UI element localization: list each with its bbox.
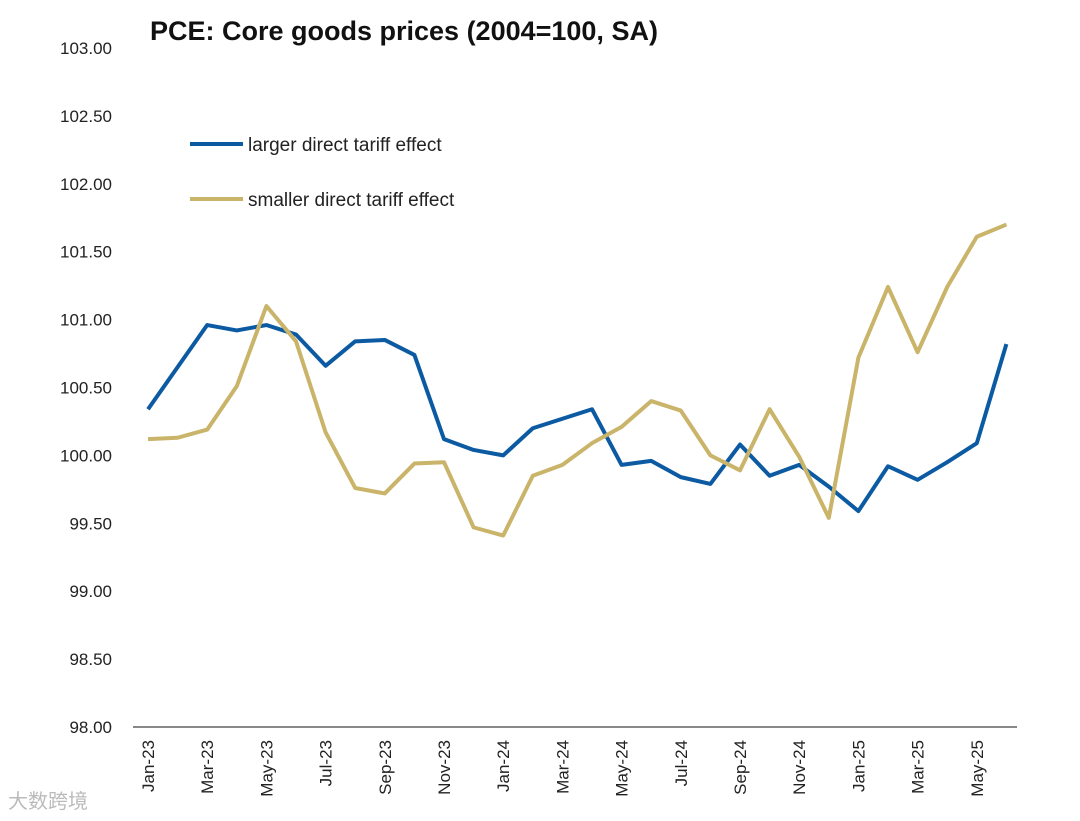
y-tick-label: 103.00 bbox=[60, 39, 112, 58]
watermark: 大数跨境 bbox=[8, 789, 88, 813]
x-tick-label: May-24 bbox=[613, 740, 632, 797]
y-tick-label: 101.00 bbox=[60, 311, 112, 330]
x-tick-label: Mar-23 bbox=[198, 740, 217, 794]
x-tick-label: Nov-23 bbox=[435, 740, 454, 795]
x-tick-label: Jan-25 bbox=[849, 740, 868, 792]
y-tick-label: 100.00 bbox=[60, 446, 112, 465]
series-line-smaller bbox=[147, 222, 1008, 538]
x-axis: Jan-23 Mar-23 May-23 Jul-23 Sep-23 Nov-23 Jan-… bbox=[139, 740, 987, 797]
chart-title: PCE: Core goods prices (2004=100, SA) bbox=[150, 16, 658, 46]
x-tick-label: Sep-24 bbox=[731, 740, 750, 795]
legend: larger direct tariff effect smaller dire… bbox=[112, 110, 502, 225]
y-tick-label: 101.50 bbox=[60, 243, 112, 262]
y-tick-label: 100.50 bbox=[60, 379, 112, 398]
x-tick-label: Jul-23 bbox=[317, 740, 336, 786]
series-lines bbox=[146, 222, 1009, 538]
y-tick-label: 98.00 bbox=[69, 718, 112, 737]
y-tick-label: 102.50 bbox=[60, 107, 112, 126]
x-tick-label: Nov-24 bbox=[790, 740, 809, 795]
legend-label-larger: larger direct tariff effect bbox=[248, 135, 442, 156]
x-tick-label: Mar-25 bbox=[909, 740, 928, 794]
y-tick-label: 99.50 bbox=[69, 514, 112, 533]
x-tick-label: Jul-24 bbox=[672, 740, 691, 786]
legend-label-smaller: smaller direct tariff effect bbox=[248, 190, 455, 211]
y-tick-label: 98.50 bbox=[69, 650, 112, 669]
x-tick-label: Sep-23 bbox=[376, 740, 395, 795]
x-tick-label: May-25 bbox=[968, 740, 987, 797]
x-tick-label: May-23 bbox=[257, 740, 276, 797]
x-tick-label: Jan-24 bbox=[494, 740, 513, 792]
y-tick-label: 99.00 bbox=[69, 582, 112, 601]
y-tick-label: 102.00 bbox=[60, 175, 112, 194]
legend-background bbox=[112, 110, 502, 225]
x-tick-label: Jan-23 bbox=[139, 740, 158, 792]
x-tick-label: Mar-24 bbox=[553, 740, 572, 794]
series-line-larger bbox=[146, 323, 1009, 514]
y-axis: 98.00 98.50 99.00 99.50 100.00 100.50 101.00 10… bbox=[60, 39, 112, 737]
